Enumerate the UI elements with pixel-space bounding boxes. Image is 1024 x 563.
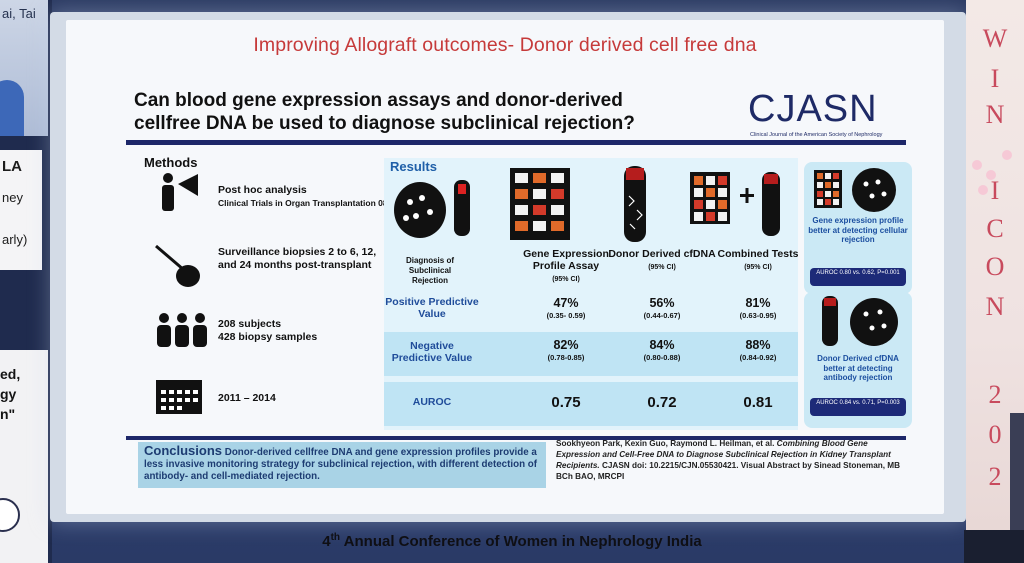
callout-antibody-text: Donor Derived cfDNA better at detecting … [817, 354, 899, 382]
cell-npv-combined: 88% (0.84-0.92) [739, 338, 777, 362]
column-header-combined: Combined Tests (95% CI) [717, 248, 799, 271]
cell-ppv-cfdna: 56% (0.44-0.67) [643, 296, 681, 320]
blossom-decoration [1002, 150, 1012, 160]
banner-letter: 0 [988, 420, 1002, 449]
methods-heading: Methods [144, 155, 198, 170]
npv-band [384, 332, 798, 376]
cjasn-logo-subtitle: Clinical Journal of the American Society… [750, 132, 883, 138]
slide: Improving Allograft outcomes- Donor deri… [66, 20, 944, 514]
column-header-cfdna: Donor Derived cfDNA (95% CI) [608, 248, 716, 271]
question-line-2: cellfree DNA be used to diagnose subclin… [134, 113, 635, 134]
row-label-npv: Negative Predictive Value [391, 340, 473, 364]
person-megaphone-icon [162, 173, 198, 211]
speaker-video-tile: ai, Tai [0, 0, 48, 136]
method-item-4: 2011 – 2014 [218, 392, 276, 404]
cell-ppv-combined: 81% (0.63-0.95) [739, 296, 777, 320]
reference-citation: Sookhyeon Park, Kexin Guo, Raymond L. He… [556, 439, 901, 481]
cell-auroc-combined: 0.81 [743, 394, 773, 411]
blossom-decoration [972, 160, 982, 170]
side-text-2: LA [2, 158, 22, 175]
grid-kidney-icon [814, 168, 896, 212]
banner-letter: 2 [988, 380, 1002, 409]
banner-letter: 2 [988, 462, 1002, 491]
biopsy-needle-kidney-icon [155, 244, 200, 287]
conclusion-box: Conclusions Donor-derived cellfree DNA a… [138, 442, 546, 488]
dark-corner [964, 530, 1024, 563]
cell-auroc-cfdna: 0.72 [647, 394, 677, 411]
column-header-gep: Gene Expression Profile Assay (95% CI) [523, 248, 609, 283]
conclusion-text: Donor-derived cellfree DNA and gene expr… [144, 447, 538, 482]
banner-letter: C [986, 214, 1004, 243]
callout-cellular-pill: AUROC 0.80 vs. 0.62, P=0.001 [810, 268, 906, 286]
callout-antibody-pill: AUROC 0.84 vs. 0.71, P=0.003 [810, 398, 906, 416]
banner-letter: N [985, 292, 1005, 321]
video-sidebar: ai, Tai LA ney arly) ed, gy n" [0, 0, 52, 563]
cell-ppv-gep: 47% (0.35- 0.59) [546, 296, 586, 320]
results-heading: Results [390, 159, 437, 174]
banner-letter: I [990, 176, 1000, 205]
person-silhouette [0, 80, 24, 136]
side-text-6: gy [0, 386, 17, 402]
banner-letter: O [985, 252, 1005, 281]
side-text-1: ai, Tai [2, 6, 36, 21]
row-label-ppv: Positive Predictive Value [385, 296, 479, 320]
side-text-3: ney [2, 190, 23, 205]
banner-letter: W [982, 24, 1008, 53]
winicon-banner: W I N I C O N 2 0 2 [966, 0, 1024, 563]
banner-letter: I [990, 64, 1000, 93]
callout-cellular-text: Gene expression profile better at detect… [808, 216, 908, 244]
slide-title: Improving Allograft outcomes- Donor deri… [253, 34, 757, 56]
side-text-4: arly) [2, 232, 28, 247]
seal-logo-icon [0, 498, 20, 532]
method-item-1: Post hoc analysis Clinical Trials in Org… [218, 184, 388, 208]
side-panel-lower: ed, gy n" [0, 350, 48, 563]
blossom-decoration [986, 170, 996, 180]
method-item-2: Surveillance biopsies 2 to 6, 12, and 24… [218, 246, 377, 271]
side-card: LA ney arly) [0, 150, 42, 270]
banner-letter: N [985, 100, 1005, 129]
banner-stand [1010, 413, 1024, 533]
kidney-tube-icon [394, 180, 470, 238]
tube-kidney-icon [822, 296, 898, 346]
calendar-icon [156, 380, 202, 414]
row-label-auroc: AUROC [412, 396, 452, 408]
gene-expression-grid-icon [510, 168, 570, 240]
group-people-icon [157, 313, 207, 347]
blossom-decoration [978, 185, 988, 195]
auroc-band [384, 382, 798, 426]
conference-footer: 4th Annual Conference of Women in Nephro… [322, 532, 702, 550]
cell-auroc-gep: 0.75 [551, 394, 581, 411]
cell-npv-gep: 82% (0.78-0.85) [547, 338, 585, 362]
question-line-1: Can blood gene expression assays and don… [134, 90, 623, 111]
conclusion-heading: Conclusions [144, 443, 223, 458]
footer-divider [126, 436, 906, 440]
combined-tests-icon [690, 172, 780, 236]
cfdna-tube-icon [624, 166, 646, 242]
method-item-3: 208 subjects 428 biopsy samples [218, 318, 318, 343]
cjasn-logo: CJASN [748, 88, 878, 130]
side-text-5: ed, [0, 366, 21, 382]
diagnosis-label: Diagnosis of Subclinical Rejection [405, 256, 454, 285]
side-text-7: n" [0, 406, 16, 422]
cell-npv-cfdna: 84% (0.80-0.88) [643, 338, 681, 362]
header-divider [126, 140, 906, 145]
